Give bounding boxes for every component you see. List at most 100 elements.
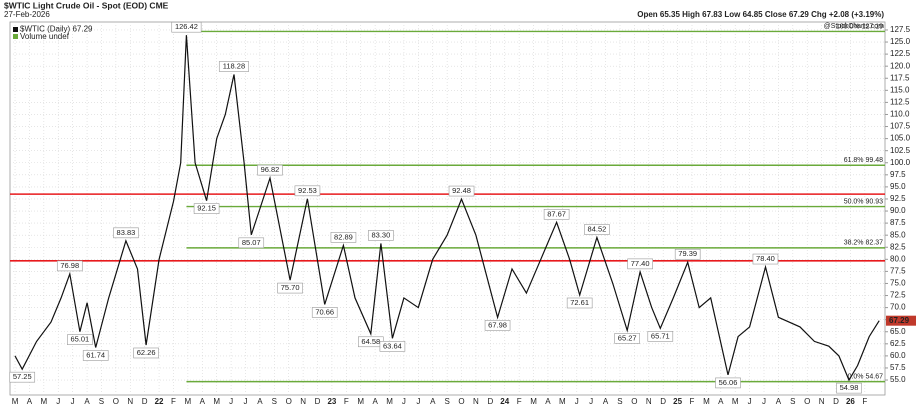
y-tick-label: 70.0 (890, 303, 906, 312)
fib-label: 61.8% 99.48 (844, 157, 883, 164)
chart-date: 27-Feb-2026 (4, 10, 50, 19)
x-tick-label: A (603, 397, 609, 406)
value-label: 92.53 (298, 186, 317, 195)
value-label-box (543, 208, 570, 220)
x-tick-label: J (762, 397, 766, 406)
y-tick-label: 82.5 (890, 242, 906, 251)
y-tick-label: 127.5 (890, 25, 911, 34)
fib-label: 50.0% 90.93 (844, 198, 883, 205)
value-label: 92.48 (452, 186, 471, 195)
x-tick-label: D (315, 397, 321, 406)
y-tick-label: 60.0 (890, 351, 906, 360)
value-label-box (257, 164, 283, 176)
value-label-box (715, 377, 741, 389)
x-tick-label: D (833, 397, 839, 406)
last-price-box (886, 315, 916, 326)
x-tick-label: F (862, 397, 867, 406)
x-tick-label: M (185, 397, 192, 406)
x-tick-label: J (575, 397, 579, 406)
value-label: 126.42 (175, 22, 198, 31)
x-tick-label: M (732, 397, 739, 406)
x-tick-label: 22 (155, 397, 164, 406)
y-tick-label: 55.0 (890, 375, 906, 384)
x-tick-label: N (300, 397, 306, 406)
value-label: 64.58 (361, 337, 380, 346)
x-tick-label: A (430, 397, 436, 406)
x-tick-label: M (213, 397, 220, 406)
x-tick-label: A (84, 397, 90, 406)
value-label: 54.98 (840, 383, 859, 392)
x-tick-label: J (416, 397, 420, 406)
x-tick-label: J (71, 397, 75, 406)
value-label: 85.07 (242, 238, 261, 247)
value-label: 67.98 (488, 320, 507, 329)
x-tick-label: A (718, 397, 724, 406)
x-tick-label: O (631, 397, 637, 406)
x-tick-label: M (12, 397, 19, 406)
x-tick-label: A (776, 397, 782, 406)
value-label-box (379, 341, 406, 352)
value-label-box (277, 282, 303, 294)
y-tick-label: 87.5 (890, 218, 906, 227)
value-label: 78.40 (756, 254, 775, 263)
x-tick-label: D (142, 397, 148, 406)
value-label: 118.28 (223, 61, 245, 70)
x-tick-label: A (545, 397, 551, 406)
y-tick-label: 77.5 (890, 267, 906, 276)
x-tick-label: O (113, 397, 119, 406)
y-tick-label: 85.0 (890, 230, 906, 239)
x-tick-label: A (372, 397, 378, 406)
value-label: 75.70 (281, 283, 300, 292)
x-tick-label: N (473, 397, 479, 406)
x-tick-label: O (286, 397, 292, 406)
value-label-box (627, 258, 653, 270)
chart-title: $WTIC Light Crude Oil - Spot (EOD) CME (4, 0, 169, 10)
y-tick-label: 115.0 (890, 85, 910, 94)
x-tick-label: O (804, 397, 810, 406)
value-label-box (193, 203, 220, 214)
x-tick-label: F (344, 397, 349, 406)
value-label-box (171, 21, 202, 33)
value-label: 57.25 (13, 372, 32, 381)
y-tick-label: 122.5 (890, 49, 911, 58)
x-tick-label: O (458, 397, 464, 406)
y-tick-label: 110.0 (890, 110, 910, 119)
x-tick-label: 25 (673, 397, 682, 406)
value-label: 70.66 (315, 307, 334, 316)
y-tick-label: 100.0 (890, 158, 911, 167)
value-label-box (133, 347, 159, 359)
value-label: 79.39 (678, 249, 697, 258)
value-label-box (368, 230, 394, 241)
x-tick-label: J (229, 397, 233, 406)
y-tick-label: 65.0 (890, 327, 906, 336)
value-label: 84.52 (588, 224, 607, 233)
value-label-box (9, 371, 36, 383)
x-tick-label: M (703, 397, 710, 406)
value-label: 83.83 (117, 228, 136, 237)
x-tick-label: 24 (500, 397, 509, 406)
y-tick-label: 90.0 (890, 206, 906, 215)
value-label: 65.71 (651, 331, 670, 340)
x-tick-label: 23 (327, 397, 336, 406)
y-tick-label: 112.5 (890, 98, 910, 107)
value-label-box (330, 232, 357, 243)
value-label: 61.74 (86, 350, 105, 359)
value-label-box (836, 382, 862, 394)
x-tick-label: J (589, 397, 593, 406)
x-tick-label: M (357, 397, 364, 406)
value-label: 96.82 (261, 165, 280, 174)
value-label: 87.67 (547, 209, 566, 218)
value-label: 62.26 (137, 348, 156, 357)
x-tick-label: N (127, 397, 133, 406)
y-tick-label: 125.0 (890, 37, 911, 46)
watermark: @StockCharts.com (824, 23, 885, 30)
value-label-box (82, 350, 109, 361)
x-tick-label: 26 (846, 397, 855, 406)
value-label-box (218, 61, 249, 72)
value-label: 56.06 (719, 378, 738, 387)
y-tick-label: 80.0 (890, 254, 906, 263)
y-tick-label: 62.5 (890, 339, 906, 348)
fib-label: 38.2% 82.37 (844, 240, 883, 247)
